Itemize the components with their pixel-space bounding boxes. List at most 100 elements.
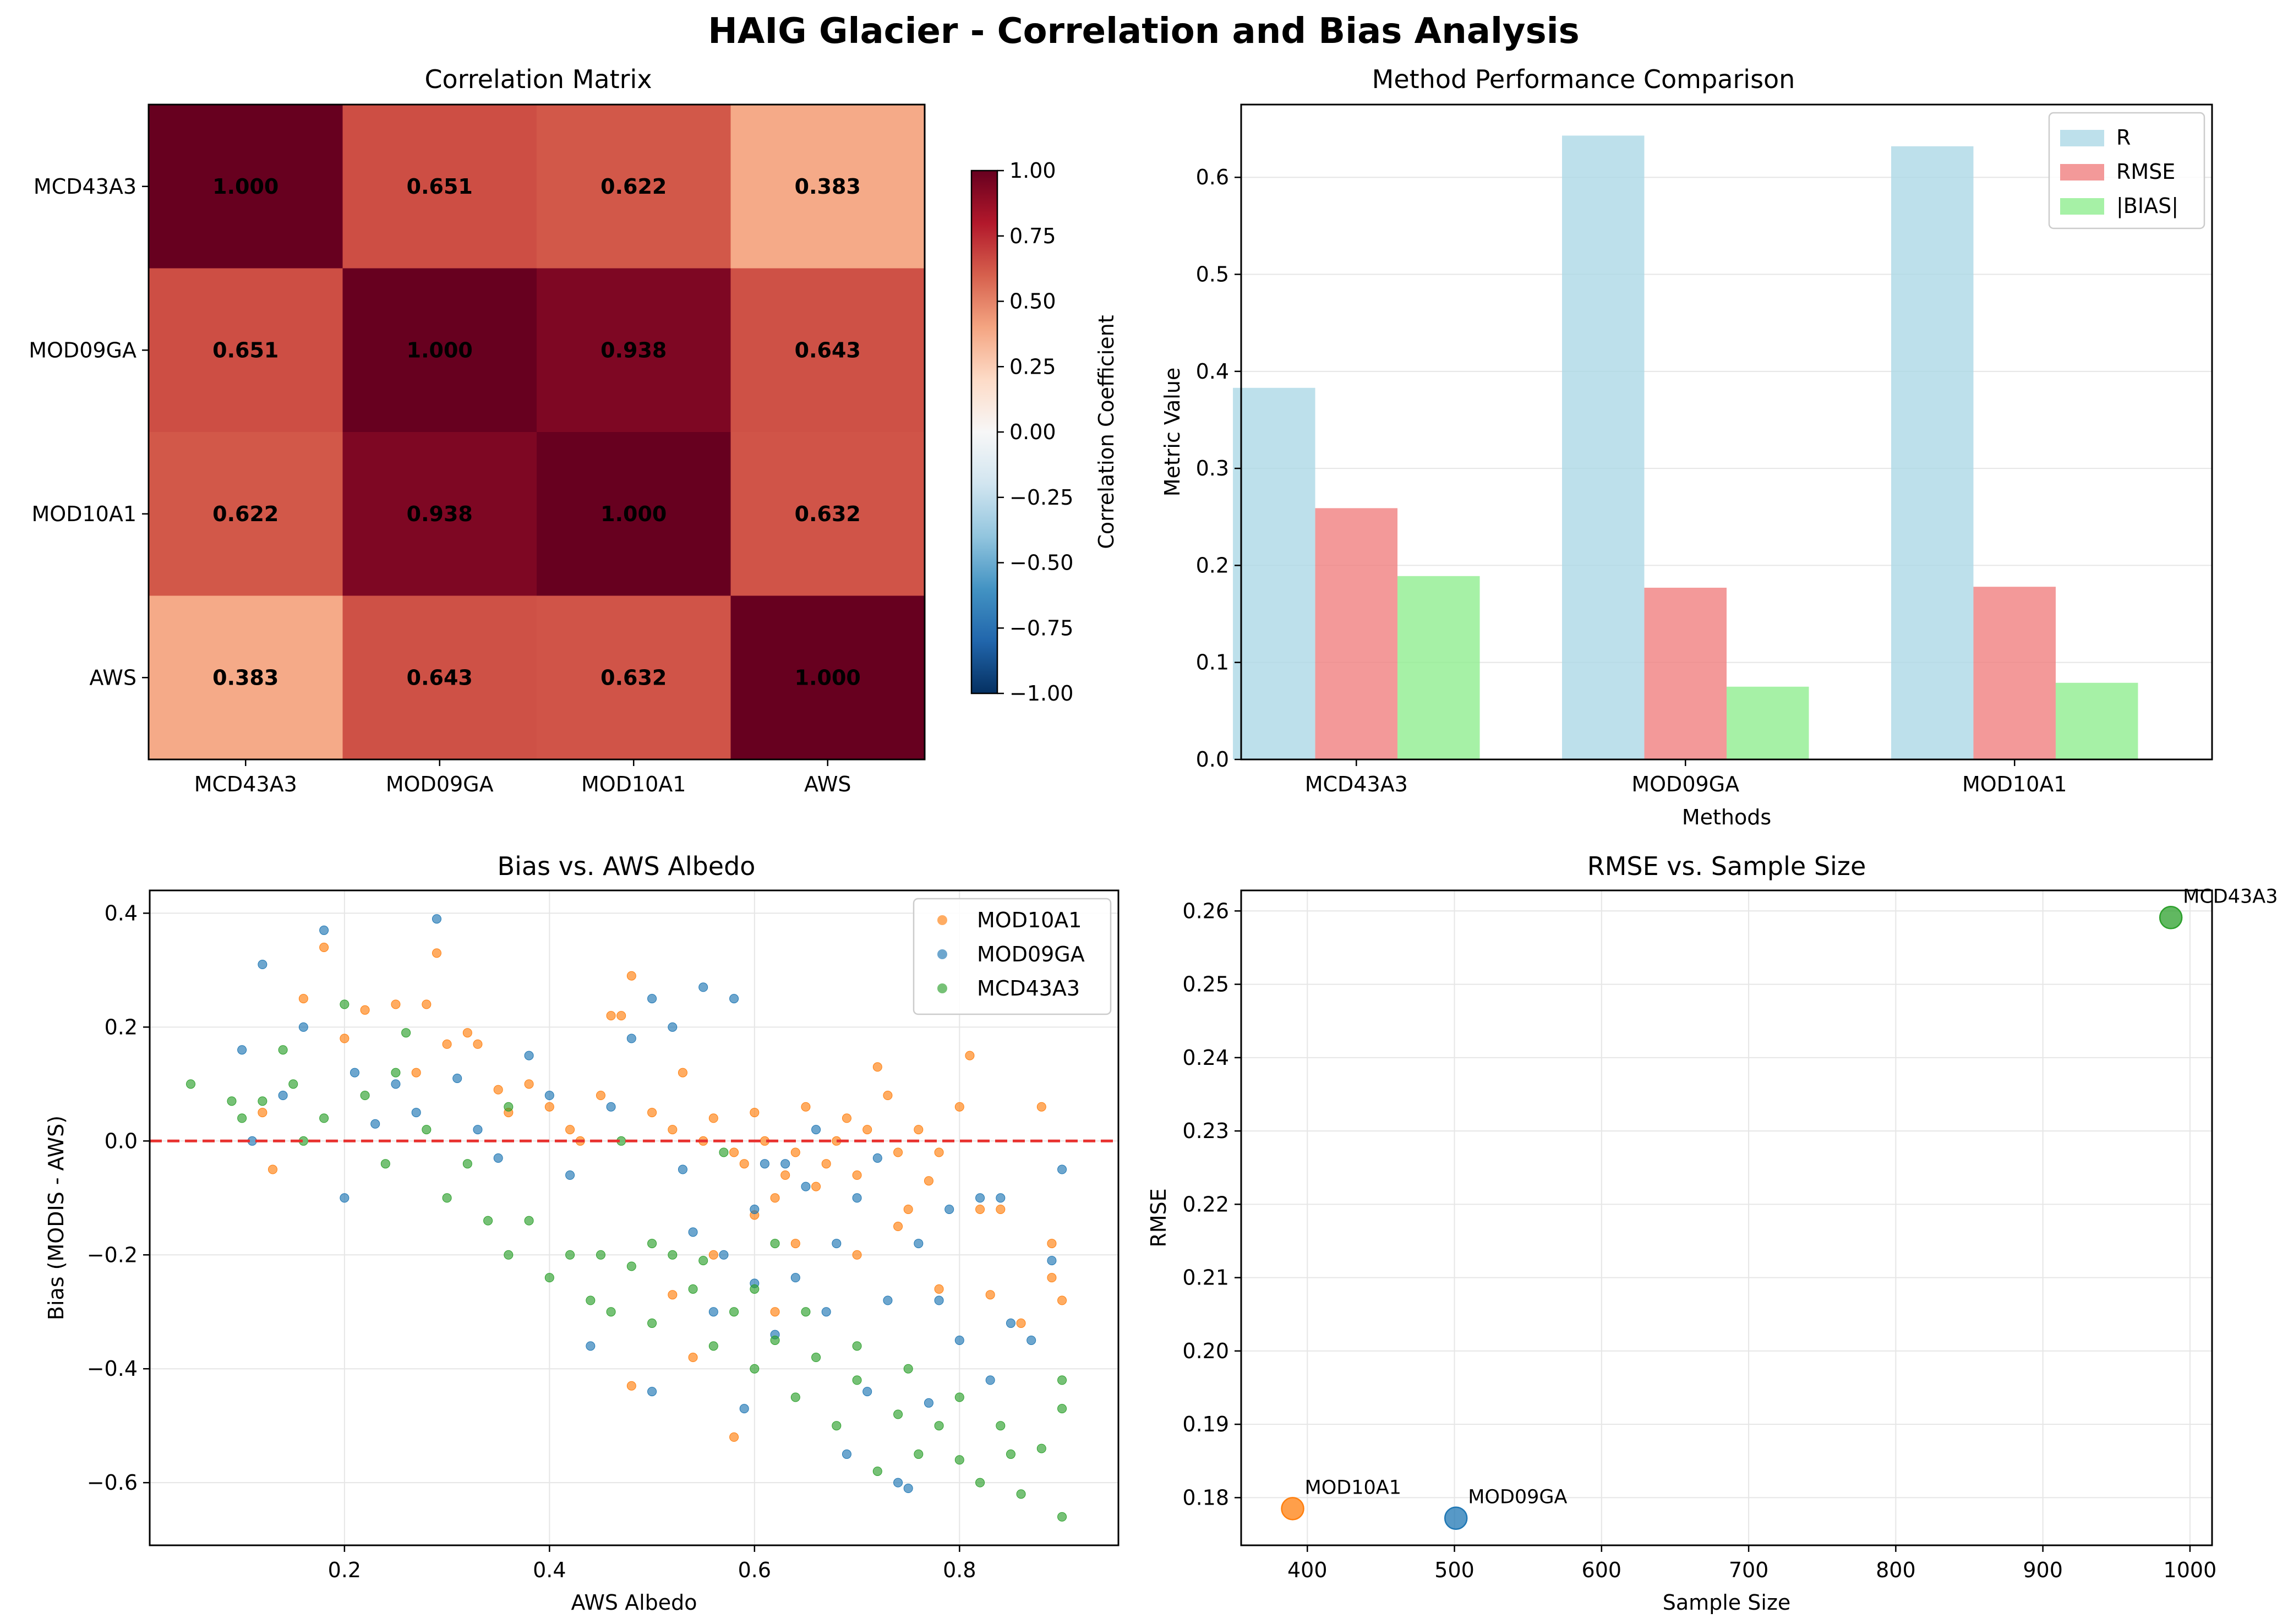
figure-title: HAIG Glacier - Correlation and Bias Anal…: [708, 11, 1579, 52]
rmse-points: MOD10A1 MOD09GA MCD43A3: [1281, 885, 2278, 1530]
bias-x-tick-label: 0.8: [943, 1558, 976, 1582]
bias-point-mcd43a3: [647, 1239, 657, 1249]
bias-x-tick-label: 0.2: [328, 1558, 361, 1582]
bias-point-mod10a1: [668, 1125, 678, 1135]
rmse-x-tick-label: 600: [1582, 1558, 1622, 1582]
bias-point-mod10a1: [842, 1113, 851, 1123]
bias-point-mod10a1: [1057, 1295, 1067, 1305]
bias-point-mod10a1: [606, 1011, 616, 1021]
bias-point-mod10a1: [708, 1250, 718, 1260]
bias-point-mcd43a3: [893, 1409, 903, 1419]
bias-point-mod10a1: [985, 1290, 995, 1300]
heatmap-cell-label: 0.651: [212, 338, 279, 362]
colorbar-tick-label: 1.00: [1009, 158, 1056, 183]
heatmap-cells: 1.000 0.651 0.622 0.383 0.651 1.000 0.938 0.643…: [149, 105, 925, 760]
bias-point-mod09ga: [493, 1153, 503, 1163]
bias-point-mod09ga: [852, 1193, 862, 1203]
rmse-y-tick-label: 0.22: [1182, 1192, 1229, 1216]
heatmap-cell-label: 0.632: [600, 665, 667, 690]
heatmap-cell: [537, 268, 731, 433]
bias-point-mcd43a3: [391, 1068, 401, 1078]
bar-x-tick-label: MOD10A1: [1962, 772, 2067, 796]
bias-x-tick-label: 0.4: [533, 1558, 566, 1582]
bar-legend-swatch: [2060, 130, 2104, 146]
heatmap-cell: [149, 595, 343, 760]
bar-y-tick-label: 0.3: [1196, 456, 1229, 480]
bias-point-mcd43a3: [1057, 1512, 1067, 1522]
rmse-chart-title: RMSE vs. Sample Size: [1587, 851, 1866, 881]
colorbar-tick-label: −0.75: [1009, 616, 1073, 640]
bias-point-mod09ga: [544, 1091, 554, 1101]
bias-point-mod09ga: [944, 1204, 954, 1214]
bias-point-mod09ga: [996, 1193, 1006, 1203]
bar-bias-mod10a1: [2055, 682, 2138, 759]
bias-point-mod10a1: [422, 999, 432, 1009]
bias-legend-marker: [937, 983, 947, 993]
colorbar-tick-label: 0.50: [1009, 289, 1056, 314]
rmse-point-label: MOD10A1: [1305, 1477, 1401, 1499]
bias-point-mcd43a3: [504, 1102, 514, 1112]
bias-point-mod09ga: [719, 1250, 729, 1260]
heatmap-cell-label: 0.643: [407, 665, 473, 690]
bias-point-mod10a1: [678, 1068, 687, 1078]
bias-point-mod10a1: [462, 1028, 472, 1038]
bias-point-mod10a1: [852, 1170, 862, 1180]
bias-point-mod09ga: [914, 1239, 924, 1249]
bias-point-mod09ga: [391, 1079, 401, 1089]
rmse-point-label: MCD43A3: [2183, 885, 2278, 907]
bar-y-tick-label: 0.0: [1196, 747, 1229, 772]
rmse-x-tick-label: 700: [1729, 1558, 1769, 1582]
bias-y-tick-label: 0.2: [105, 1015, 138, 1039]
heatmap-cell-label: 0.383: [212, 665, 279, 690]
bias-y-tick-label: 0.0: [105, 1129, 138, 1153]
bias-point-mod10a1: [340, 1034, 350, 1043]
bias-point-mod10a1: [821, 1159, 831, 1169]
bias-point-mod10a1: [1047, 1273, 1057, 1283]
heatmap-cell: [342, 268, 537, 433]
bias-point-mod10a1: [258, 1108, 267, 1118]
bias-point-mod09ga: [811, 1125, 821, 1135]
bias-point-mod09ga: [1026, 1335, 1036, 1345]
colorbar-tick-label: −0.25: [1009, 485, 1073, 510]
bias-point-mod09ga: [678, 1164, 687, 1174]
rmse-y-tick-label: 0.18: [1182, 1485, 1229, 1510]
rmse-y-tick-label: 0.23: [1182, 1119, 1229, 1143]
bias-point-mcd43a3: [288, 1079, 298, 1089]
bias-point-mod09ga: [708, 1307, 718, 1317]
bias-point-mcd43a3: [668, 1250, 678, 1260]
bias-point-mod10a1: [565, 1125, 575, 1135]
heatmap-cell: [730, 432, 925, 596]
rmse-point-mod10a1: [1281, 1497, 1304, 1521]
rmse-x-axis-label: Sample Size: [1663, 1590, 1791, 1615]
bar-y-tick-label: 0.1: [1196, 650, 1229, 675]
bias-point-mcd43a3: [790, 1392, 800, 1402]
bias-tick-labels: 0.2 0.4 0.6 0.8 0.4 0.2 0.0 −0.2 −0.4 −0.6: [87, 901, 976, 1582]
bias-point-mcd43a3: [626, 1261, 636, 1271]
heatmap-x-tick-label: AWS: [804, 772, 851, 796]
bias-point-mod09ga: [698, 982, 708, 992]
bias-point-mod09ga: [340, 1193, 350, 1203]
bias-legend-label: MOD09GA: [977, 942, 1085, 966]
bias-axes-frame: [149, 889, 1120, 1546]
bar-legend-label: R: [2116, 125, 2131, 150]
bias-point-mcd43a3: [278, 1045, 288, 1055]
bias-point-mod09ga: [668, 1022, 678, 1032]
colorbar-tick-label: −1.00: [1009, 681, 1073, 706]
bias-point-mod10a1: [432, 948, 441, 958]
heatmap-frame: [148, 103, 926, 761]
bias-y-axis-label: Bias (MODIS - AWS): [44, 1116, 68, 1320]
bias-point-mod10a1: [493, 1085, 503, 1095]
rmse-x-tick-label: 500: [1434, 1558, 1475, 1582]
bias-point-mcd43a3: [688, 1284, 698, 1294]
bar-rmse-mod10a1: [1973, 587, 2056, 759]
bias-point-mod10a1: [934, 1284, 944, 1294]
bias-point-mod09ga: [985, 1375, 995, 1385]
bias-point-mcd43a3: [770, 1239, 780, 1249]
bias-y-tick-label: −0.4: [87, 1357, 138, 1381]
bias-point-mod09ga: [350, 1068, 359, 1078]
bias-point-mod09ga: [411, 1108, 421, 1118]
bias-point-mod09ga: [647, 1387, 657, 1397]
heatmap-cell: [730, 268, 925, 433]
rmse-point-label: MOD09GA: [1468, 1486, 1567, 1508]
bar-r-mod09ga: [1562, 135, 1645, 760]
